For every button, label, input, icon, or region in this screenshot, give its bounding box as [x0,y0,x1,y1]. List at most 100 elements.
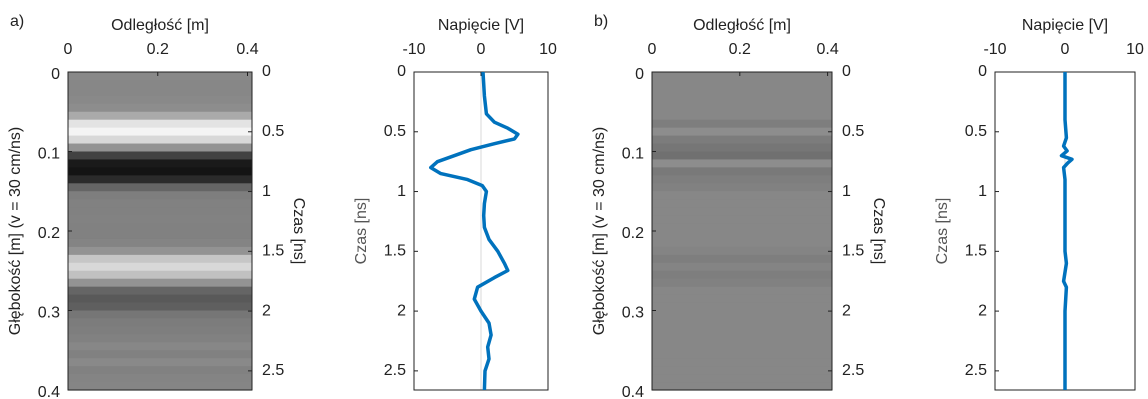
x-tick-label: 0 [64,41,73,58]
y-axis-title: Głębokość [m] (v = 30 cm/ns) [591,127,608,336]
heatmap-row [68,311,252,320]
heatmap-row [68,167,252,176]
trace-line [431,72,518,390]
heatmap-row [652,120,832,129]
y-tick-label: 2.5 [965,362,987,379]
heatmap-row [68,350,252,359]
y-tick-label: 0.2 [38,225,60,242]
y2-axis-title: Czas [ns] [290,198,307,265]
heatmap-row [68,223,252,232]
heatmap-row [652,183,832,192]
heatmap-row [68,120,252,129]
heatmap-row [652,374,832,383]
heatmap-row [652,96,832,105]
heatmap-row [652,263,832,272]
y2-tick-label: 1 [842,183,851,200]
heatmap-row [68,175,252,184]
y2-tick-label: 1.5 [262,243,284,260]
heatmap-row [652,88,832,97]
heatmap-row [652,136,832,145]
y-tick-label: 1.5 [965,243,987,260]
heatmap-row [652,144,832,153]
heatmap-row [652,311,832,320]
heatmap-row [68,247,252,256]
y-tick-label: 0.3 [622,305,644,322]
heatmap-row [652,199,832,208]
heatmap-row [652,382,832,391]
heatmap-row [68,104,252,113]
y2-tick-label: 2.5 [842,362,864,379]
heatmap-row [652,318,832,327]
x-tick-label: 0.4 [816,41,838,58]
heatmap-row [68,136,252,145]
y-tick-label: 0.1 [38,146,60,163]
heatmap-row [652,342,832,351]
y2-tick-label: 0.5 [262,123,284,140]
y2-tick-label: 2.5 [262,362,284,379]
heatmap-row [652,215,832,224]
heatmap-row [68,144,252,153]
panel-label: b) [594,13,608,30]
y-tick-label: 0 [635,66,644,83]
trace-line [1062,72,1073,390]
heatmap-row [652,358,832,367]
heatmap-row [652,128,832,137]
heatmap-row [652,207,832,216]
y-tick-label: 1 [978,183,987,200]
x-tick-label: 10 [539,41,557,58]
heatmap-row [652,80,832,89]
y2-tick-label: 0.5 [842,123,864,140]
heatmap-row [68,152,252,161]
heatmap-row [652,223,832,232]
x-tick-label: 0.2 [147,41,169,58]
x-axis-title: Napięcie [V] [438,17,524,34]
heatmap-row [652,231,832,240]
heatmap-row [68,72,252,81]
heatmap-row [68,88,252,97]
y-tick-label: 0 [51,66,60,83]
heatmap-row [652,255,832,264]
heatmap-row [68,207,252,216]
y2-tick-label: 2 [842,302,851,319]
heatmap-row [652,247,832,256]
heatmap-row [68,112,252,121]
y-tick-label: 0.5 [384,123,406,140]
y2-axis-title: Czas [ns] [870,198,887,265]
y2-tick-label: 0 [262,63,271,80]
y-tick-label: 0 [978,63,987,80]
heatmap-row [68,231,252,240]
heatmap-row [68,80,252,89]
x-tick-label: 0 [648,41,657,58]
y-tick-label: 1 [397,183,406,200]
y-axis-title: Głębokość [m] (v = 30 cm/ns) [7,127,24,336]
y-tick-label: 0.3 [38,305,60,322]
heatmap-row [68,318,252,327]
panel-label: a) [10,13,24,30]
heatmap-row [652,350,832,359]
heatmap-row [68,215,252,224]
x-axis-title: Odległość [m] [111,17,209,34]
heatmap-row [652,271,832,280]
y-axis-title: Czas [ns] [353,198,370,265]
heatmap-row [68,96,252,105]
heatmap-row [652,287,832,296]
heatmap-row [68,303,252,312]
x-tick-label: -10 [983,41,1006,58]
heatmap-row [652,334,832,343]
heatmap-row [652,159,832,168]
y-tick-label: 0 [397,63,406,80]
y2-tick-label: 2 [262,302,271,319]
heatmap-row [68,334,252,343]
y-tick-label: 2.5 [384,362,406,379]
y2-tick-label: 1 [262,183,271,200]
heatmap-row [652,326,832,335]
y-tick-label: 1.5 [384,243,406,260]
heatmap-row [68,374,252,383]
heatmap-row [68,199,252,208]
x-axis-title: Odległość [m] [693,17,791,34]
heatmap-row [652,72,832,81]
heatmap-row [68,287,252,296]
heatmap-row [68,326,252,335]
heatmap-row [68,263,252,272]
heatmap-row [68,128,252,137]
